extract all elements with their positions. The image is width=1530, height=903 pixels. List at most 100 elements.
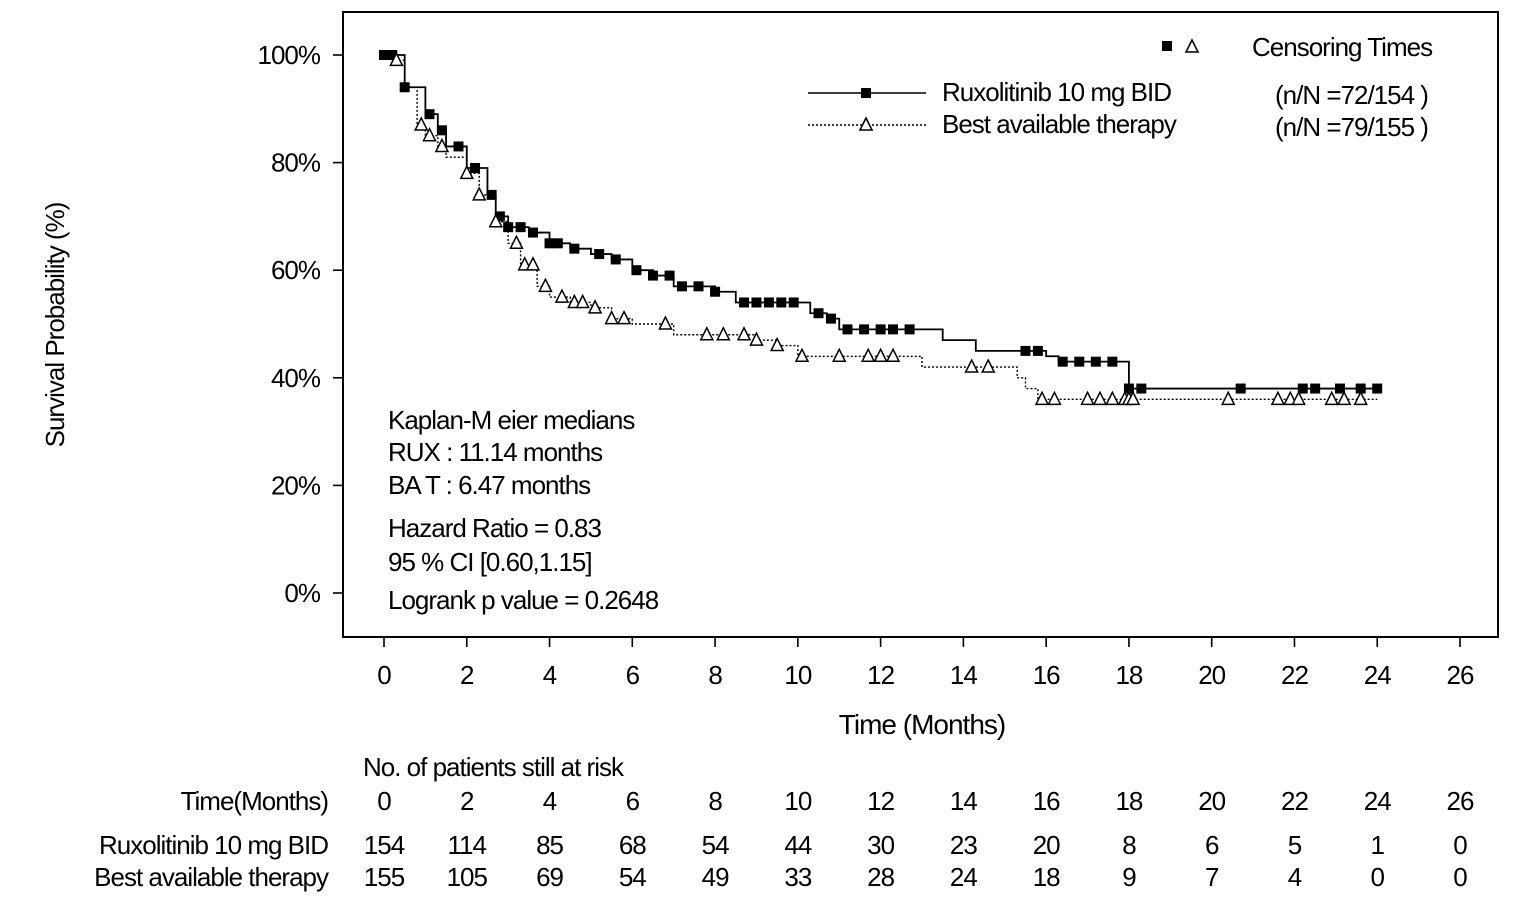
rux-censor-marker [527,227,538,238]
rux-censor-marker [1310,383,1321,394]
risk-value-bat: 18 [1033,862,1060,892]
rux-censor-marker [859,324,870,335]
bat-censor-marker [1080,390,1095,406]
rux-censor-marker [904,324,915,335]
x-tick-label: 26 [1447,660,1474,690]
risk-row-label-rux: Ruxolitinib 10 mg BID [99,830,328,860]
risk-value-rux: 6 [1205,830,1219,860]
bat-censor-marker [509,234,524,250]
risk-value-rux: 54 [702,830,729,860]
y-tick-label: 0% [284,578,320,608]
risk-value-rux: 85 [536,830,563,860]
bat-censor-marker [885,347,901,363]
x-tick-label: 6 [626,660,640,690]
rux-censor-marker [424,109,435,120]
rux-censor-marker [1297,383,1308,394]
plot-frame [342,11,1499,638]
bat-censor-marker [434,137,450,153]
legend-bat-nn: (n/N =79/155 ) [1275,112,1428,142]
rux-censor-marker [676,281,687,292]
rux-censor-marker [739,297,750,308]
risk-value-bat: 0 [1453,862,1467,892]
rux-censor-marker [610,254,621,265]
bat-censor-marker [459,164,474,180]
x-tick-label: 24 [1364,660,1391,690]
risk-time: 8 [708,786,722,816]
y-tick-label: 100% [258,40,321,70]
annotations: Kaplan-M eier medians RUX : 11.14 months… [388,405,660,615]
rux-curve [384,54,1378,390]
bat-censor-marker [699,326,715,341]
bat-censor-marker [749,331,764,346]
risk-value-bat: 24 [950,862,977,892]
risk-time: 12 [867,786,894,816]
bat-censor-marker [414,116,429,131]
risk-time: 6 [626,786,640,816]
legend-censor-triangle-icon [1184,38,1200,53]
bat-censor-marker [1270,390,1286,406]
rux-censor-marker [453,141,464,152]
legend-censor-title: Censoring Times [1252,32,1433,62]
bat-censor-marker [1047,390,1062,406]
rux-censor-marker [1136,383,1147,394]
risk-value-bat: 4 [1288,862,1302,892]
risk-table-title: No. of patients still at risk [363,752,625,782]
y-tick-label: 40% [271,363,321,393]
risk-value-rux: 0 [1453,830,1467,860]
x-tick-label: 12 [867,660,894,690]
rux-censor-marker [631,265,642,276]
rux-censor-marker [436,125,447,136]
risk-value-bat: 0 [1370,862,1384,892]
rux-censor-marker [1334,383,1345,394]
legend: Censoring Times Ruxolitinib 10 mg BID (n… [808,32,1434,142]
risk-value-rux: 20 [1033,830,1060,860]
x-tick-label: 16 [1033,660,1060,690]
risk-time: 26 [1447,786,1474,816]
risk-value-rux: 23 [950,830,977,860]
bat-censor-marker [488,213,503,228]
risk-value-bat: 9 [1122,862,1136,892]
rux-censor-marker [1032,345,1043,356]
rux-censor-marker [1355,383,1366,394]
risk-row-label-bat: Best available therapy [94,862,329,892]
legend-rux-nn: (n/N =72/154 ) [1275,80,1428,110]
rux-censor-marker [470,162,481,173]
x-tick-label: 0 [377,660,391,690]
x-tick-label: 10 [784,660,811,690]
bat-censor-marker [1353,390,1368,406]
rux-censor-marker [494,211,505,222]
risk-value-bat: 155 [364,862,405,892]
risk-table-header-label: Time(Months) [181,786,329,816]
risk-time: 2 [460,786,474,816]
rux-censor-marker [813,308,824,319]
rux-censor-marker [1123,383,1134,394]
x-tick-label: 20 [1198,660,1225,690]
rux-censor-marker [1090,356,1101,367]
risk-value-bat: 54 [619,862,646,892]
bat-censor-marker [981,358,996,373]
bat-censor-marker [525,256,541,271]
y-tick-label: 60% [271,255,321,285]
x-tick-label: 8 [708,660,722,690]
bat-censor-marker [1034,390,1050,406]
bat-censor-marker [1105,390,1120,406]
risk-time: 16 [1033,786,1060,816]
bat-censor-marker [736,326,752,341]
bat-censor-marker [1221,390,1236,406]
rux-censor-marker [693,281,704,292]
legend-bat-triangle-icon [858,116,874,131]
rux-censor-marker [788,297,799,308]
bat-censor-marker [860,347,876,363]
y-tick-label: 80% [271,148,321,178]
risk-time: 22 [1281,786,1308,816]
y-tick-label: 20% [271,470,321,500]
rux-censor-marker [875,324,886,335]
risk-time: 20 [1198,786,1225,816]
risk-time: 18 [1115,786,1142,816]
rux-censor-marker [888,324,899,335]
bat-censor-marker [422,127,437,142]
annotation-ci: 95 % CI [0.60,1.15] [388,547,592,577]
annotation-logrank: Logrank p value = 0.2648 [388,585,659,615]
rux-censor-marker [1057,356,1068,367]
rux-censor-marker [552,238,563,249]
